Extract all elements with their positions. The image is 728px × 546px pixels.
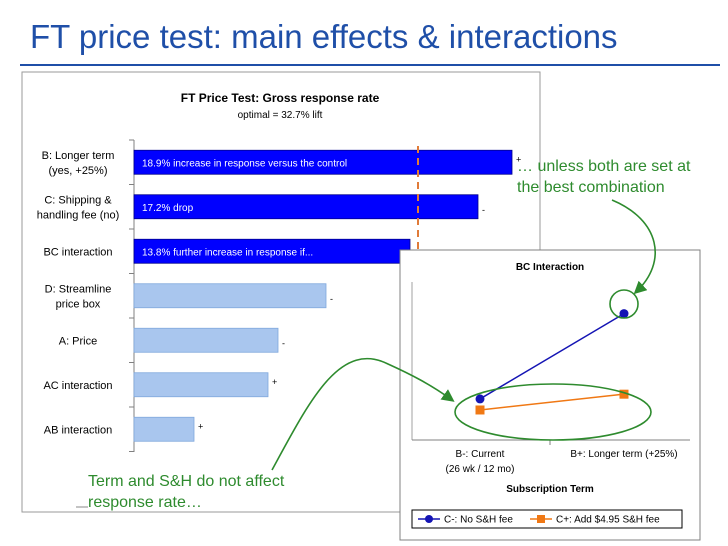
series-line: [479, 393, 625, 411]
legend-label: C+: Add $4.95 S&H fee: [556, 515, 660, 526]
callout-right: … unless both are set at the best combin…: [517, 158, 691, 196]
highlight-ellipse-bottom: [454, 383, 652, 441]
bar-label: 18.9% increase in response versus the co…: [142, 158, 347, 169]
bar-sign: -: [330, 294, 333, 304]
category-label: (yes, +25%): [49, 165, 108, 177]
line-chart-legend: C-: No S&H fee C+: Add $4.95 S&H fee: [418, 515, 660, 526]
bar: [133, 327, 279, 353]
category-label: B: Longer term: [42, 150, 115, 162]
bar: [133, 194, 479, 220]
series-point: [475, 394, 485, 404]
category-label: AC interaction: [43, 380, 112, 392]
bar-sign: -: [282, 338, 285, 348]
bar-chart-subtitle: optimal = 32.7% lift: [238, 110, 323, 121]
bar: [133, 238, 411, 264]
category-label: A: Price: [59, 335, 98, 347]
legend-label: C-: No S&H fee: [444, 515, 513, 526]
title-underline: [20, 64, 720, 66]
bar-sign: +: [198, 421, 203, 431]
callout-left: Term and S&H do not affect response rate…: [88, 473, 285, 511]
callout-arrow-right: [611, 199, 656, 295]
highlight-ellipse-top: [609, 289, 639, 319]
category-label: D: Streamline: [45, 283, 112, 295]
series-point: [619, 389, 629, 399]
line-layer: B-: Current (26 wk / 12 mo) B+: Longer ter…: [446, 309, 678, 475]
x-category-label: B+: Longer term (+25%): [570, 449, 677, 460]
line-chart-title: BC Interaction: [516, 262, 584, 273]
bar-sign: -: [482, 205, 485, 215]
bar: [133, 283, 327, 309]
series-line: [479, 312, 625, 400]
x-category-label: B-: Current: [456, 449, 505, 460]
legend-marker: [425, 515, 433, 523]
category-label: AB interaction: [44, 424, 112, 436]
slide-title: FT price test: main effects & interactio…: [30, 18, 618, 55]
bar-layer: 18.9% increase in response versus the co…: [37, 139, 521, 452]
category-label: BC interaction: [43, 246, 112, 258]
bar: [133, 372, 269, 398]
callout-arrow-left: [271, 357, 455, 471]
bar-sign: +: [516, 154, 521, 164]
category-label: handling fee (no): [37, 209, 120, 221]
line-chart-x-label: Subscription Term: [506, 484, 594, 495]
category-label: C: Shipping &: [44, 194, 112, 206]
bar-label: 13.8% further increase in response if...: [142, 247, 313, 258]
x-category-sublabel: (26 wk / 12 mo): [446, 464, 515, 475]
bar-sign: +: [272, 377, 277, 387]
bar: [133, 416, 195, 442]
bar-chart-title: FT Price Test: Gross response rate: [181, 91, 380, 105]
bar-label: 17.2% drop: [142, 203, 194, 214]
series-point: [619, 309, 629, 319]
series-point: [475, 405, 485, 415]
category-label: price box: [56, 298, 101, 310]
bar: [133, 149, 513, 175]
legend-marker: [537, 515, 545, 523]
